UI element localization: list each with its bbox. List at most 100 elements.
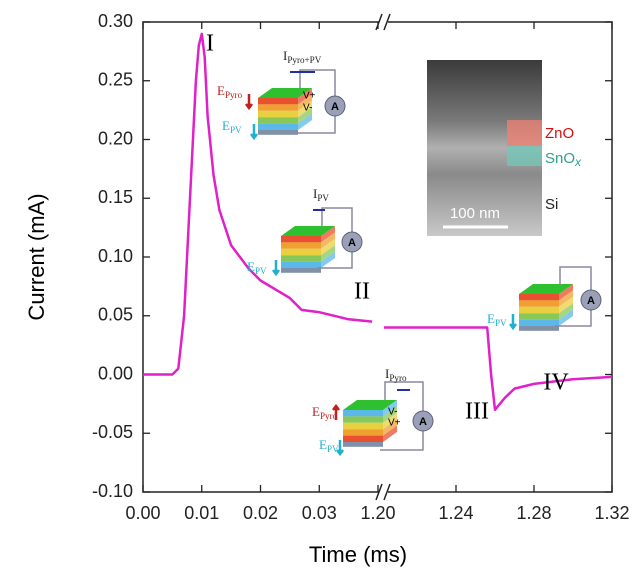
- cube-layer: [343, 416, 383, 423]
- cube-side: [559, 303, 573, 320]
- cube-side: [298, 94, 312, 111]
- cube-side: [383, 425, 397, 442]
- cube-side: [559, 309, 573, 326]
- label-part: I: [283, 48, 287, 63]
- field-arrow: [332, 403, 340, 420]
- label-sub: Pyro: [389, 373, 407, 383]
- cube-side: [321, 245, 335, 262]
- y-tick-label: 0.15: [98, 187, 133, 207]
- field-arrow: [336, 440, 344, 457]
- cube-side: [559, 296, 573, 314]
- y-tick-label: -0.05: [92, 422, 133, 442]
- diagram-label: EPV: [319, 437, 339, 454]
- cube-side: [559, 290, 573, 307]
- x-tick-label: 0.02: [243, 503, 278, 523]
- x-tick-label: 1.28: [516, 503, 551, 523]
- label-sub: Pyro: [225, 90, 243, 100]
- ammeter: [341, 231, 363, 253]
- inset-label: ZnO: [545, 125, 574, 142]
- label-part: SnO: [545, 150, 575, 167]
- label-sub: PV: [230, 125, 242, 135]
- cube-layer: [519, 313, 559, 320]
- cube-base: [258, 130, 298, 135]
- ammeter-label: A: [419, 416, 427, 428]
- cube-base: [281, 268, 321, 273]
- cube-side: [298, 88, 312, 105]
- field-arrow: [250, 124, 258, 141]
- ammeter: [580, 289, 602, 311]
- diagram-label: V-: [388, 407, 397, 418]
- label-part: I: [313, 186, 317, 201]
- cube-top: [519, 284, 573, 294]
- cube-base: [343, 442, 383, 447]
- ammeter: [324, 95, 346, 117]
- axis-break: [375, 13, 383, 31]
- stage-label: I: [206, 31, 214, 57]
- label-sub: x: [574, 155, 582, 169]
- cube-side: [321, 238, 335, 256]
- cube-layer: [281, 248, 321, 256]
- label-sub: PV: [255, 266, 267, 276]
- diagram-label: IPV: [313, 186, 329, 203]
- y-tick-label: 0.30: [98, 11, 133, 31]
- device-icon: [258, 88, 312, 135]
- label-part: I: [385, 366, 389, 381]
- y-tick-label: 0.10: [98, 246, 133, 266]
- label-sub: PV: [327, 444, 339, 454]
- ammeter-label: A: [348, 237, 356, 249]
- device-icon: [343, 400, 397, 447]
- cube-side: [559, 284, 573, 301]
- y-tick-label: 0.25: [98, 70, 133, 90]
- axis-break: [375, 483, 383, 501]
- stage-label: IV: [543, 370, 569, 396]
- circuit-wire: [295, 69, 336, 134]
- cube-layer: [281, 242, 321, 249]
- device-icon: [281, 226, 335, 273]
- x-tick-label: 1.32: [594, 503, 629, 523]
- cube-base: [519, 326, 559, 331]
- label-part: E: [487, 311, 495, 326]
- cube-side: [298, 107, 312, 124]
- axis-break: [383, 483, 391, 501]
- field-arrow: [245, 94, 253, 111]
- diagram-label: IPyro+PV: [283, 48, 322, 65]
- inset-label: Si: [545, 196, 558, 213]
- cube-side: [298, 113, 312, 130]
- cube-layer: [519, 319, 559, 326]
- cube-side: [383, 406, 397, 423]
- cube-side: [321, 226, 335, 243]
- ammeter: [412, 410, 434, 432]
- diagram-label: EPV: [487, 311, 507, 328]
- cube-side: [321, 251, 335, 268]
- zno-layer: [507, 120, 542, 146]
- cube-layer: [281, 255, 321, 262]
- cube-top: [343, 400, 397, 410]
- cube-layer: [258, 123, 298, 130]
- cube-layer: [281, 236, 321, 243]
- cube-layer: [343, 429, 383, 436]
- diagram-label: EPyro: [217, 83, 243, 100]
- y-tick-label: 0.05: [98, 305, 133, 325]
- cube-layer: [519, 306, 559, 314]
- axis-break: [383, 13, 391, 31]
- stage-label: II: [354, 279, 370, 305]
- x-tick-label: 0.00: [125, 503, 160, 523]
- ammeter-label: A: [331, 101, 339, 113]
- diagram-label: V+: [388, 418, 401, 429]
- stage-label: III: [465, 399, 489, 425]
- cube-layer: [258, 117, 298, 124]
- cube-top: [258, 88, 312, 98]
- cube-side: [298, 100, 312, 118]
- x-tick-label: 0.03: [302, 503, 337, 523]
- x-tick-label: 1.20: [360, 503, 395, 523]
- cube-layer: [258, 110, 298, 118]
- x-tick-label: 0.01: [184, 503, 219, 523]
- label-sub: Pyro+PV: [287, 55, 321, 65]
- label-sub: Pyro: [320, 411, 338, 421]
- axis-break-gap: [379, 18, 388, 26]
- diagram-label: EPyro: [312, 404, 338, 421]
- cube-side: [321, 232, 335, 249]
- axis-break-gap: [379, 488, 388, 496]
- snox-layer: [507, 146, 542, 166]
- cube-side: [383, 419, 397, 436]
